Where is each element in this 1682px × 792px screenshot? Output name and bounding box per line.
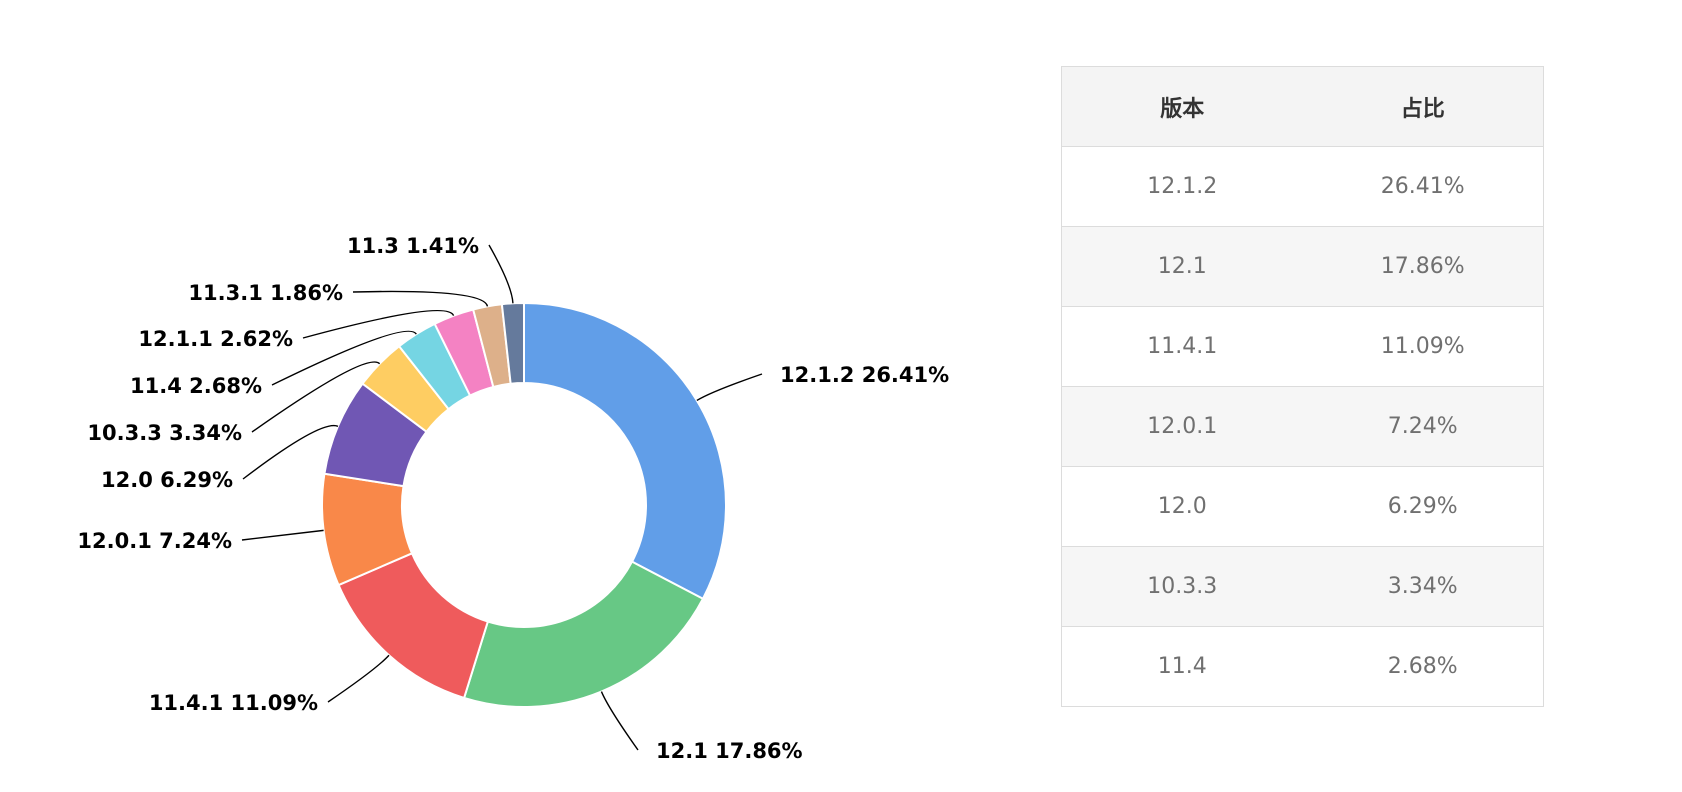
column-header-share: 占比 (1302, 66, 1544, 147)
leader-line-12-0 (242, 424, 339, 480)
table-header: 版本 占比 (1061, 66, 1544, 147)
share-cell: 11.09% (1302, 306, 1544, 387)
leader-line-12-1-2 (696, 373, 763, 402)
share-cell: 7.24% (1302, 386, 1544, 467)
table-body: 12.1.2 26.41% 12.1 17.86% 11.4.1 11.09% … (1061, 146, 1544, 707)
donut-chart: 12.1.2 26.41% 12.1 17.86% 11.4.1 11.09% 12.… (77, 234, 949, 763)
slices-layer (321, 301, 727, 708)
share-cell: 17.86% (1302, 226, 1544, 307)
leader-line-11-4-1 (327, 654, 390, 703)
share-cell: 6.29% (1302, 466, 1544, 547)
slice-12-1-2 (523, 301, 727, 601)
table-row: 12.0.1 7.24% (1061, 386, 1544, 467)
slice-labels-layer: 12.1.2 26.41% 12.1 17.86% 11.4.1 11.09% 12.… (77, 234, 949, 763)
slice-11-3 (500, 301, 525, 385)
slice-label-12-0: 12.0 6.29% (101, 468, 233, 492)
leader-line-10-3-3 (251, 361, 381, 433)
table-row: 10.3.3 3.34% (1061, 546, 1544, 627)
version-cell: 12.0.1 (1061, 386, 1303, 467)
column-header-version: 版本 (1061, 66, 1303, 147)
slice-12-1 (462, 560, 705, 708)
table-row: 11.4.1 11.09% (1061, 306, 1544, 387)
leader-line-12-1 (600, 691, 639, 751)
share-cell: 2.68% (1302, 626, 1544, 707)
version-cell: 12.0 (1061, 466, 1303, 547)
slice-label-11-3-1: 11.3.1 1.86% (188, 281, 343, 305)
leader-line-12-1-1 (302, 309, 455, 339)
slice-label-12-1: 12.1 17.86% (656, 739, 803, 763)
leader-line-11-3-1 (352, 290, 489, 307)
slice-label-12-0-1: 12.0.1 7.24% (77, 529, 232, 553)
table-header-row: 版本 占比 (1061, 66, 1544, 147)
slice-label-11-4: 11.4 2.68% (130, 374, 262, 398)
slice-label-12-1-2: 12.1.2 26.41% (780, 363, 949, 387)
leader-line-11-4 (271, 330, 417, 386)
version-cell: 10.3.3 (1061, 546, 1303, 627)
version-share-table: 版本 占比 12.1.2 26.41% 12.1 17.86% 11.4.1 1… (1061, 66, 1544, 707)
version-cell: 12.1 (1061, 226, 1303, 307)
slice-label-12-1-1: 12.1.1 2.62% (138, 327, 293, 351)
table-row: 12.1.2 26.41% (1061, 146, 1544, 227)
slice-label-11-3: 11.3 1.41% (347, 234, 479, 258)
leader-line-11-3 (488, 244, 514, 304)
version-cell: 11.4.1 (1061, 306, 1303, 387)
share-cell: 26.41% (1302, 146, 1544, 227)
share-cell: 3.34% (1302, 546, 1544, 627)
version-cell: 11.4 (1061, 626, 1303, 707)
version-cell: 12.1.2 (1061, 146, 1303, 227)
slice-label-10-3-3: 10.3.3 3.34% (87, 421, 242, 445)
table-row: 12.1 17.86% (1061, 226, 1544, 307)
leader-lines-layer (241, 244, 763, 751)
slice-label-11-4-1: 11.4.1 11.09% (149, 691, 318, 715)
table-row: 12.0 6.29% (1061, 466, 1544, 547)
leader-line-12-0-1 (241, 529, 324, 541)
table-row: 11.4 2.68% (1061, 626, 1544, 707)
